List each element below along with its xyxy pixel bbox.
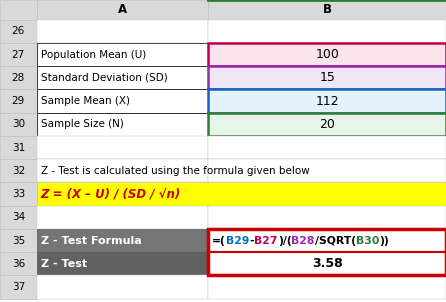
Text: 15: 15 (319, 71, 335, 84)
Bar (37, 252, 208, 275)
Text: -: - (249, 236, 254, 246)
Text: 31: 31 (12, 143, 25, 153)
Text: Z = (X – U) / (SD / √n): Z = (X – U) / (SD / √n) (41, 188, 181, 201)
Bar (208, 113, 446, 136)
Bar (37, 20, 208, 43)
Bar (37, 182, 446, 206)
Text: B29: B29 (226, 236, 249, 246)
Bar (208, 0, 446, 20)
Text: B: B (322, 3, 332, 16)
Text: 34: 34 (12, 212, 25, 222)
Bar (208, 20, 446, 43)
Text: 112: 112 (315, 95, 339, 108)
Bar (0, 136, 37, 159)
Bar (208, 43, 446, 66)
Text: A: A (118, 3, 127, 16)
Bar (0, 159, 37, 182)
Bar (37, 206, 208, 229)
Bar (0, 252, 37, 275)
Bar (37, 136, 208, 159)
Bar (208, 136, 446, 159)
Bar (0, 89, 37, 113)
Text: )): )) (379, 236, 389, 246)
Text: Population Mean (U): Population Mean (U) (41, 50, 146, 59)
Bar (0, 182, 37, 206)
Text: /SQRT(: /SQRT( (315, 236, 356, 246)
Bar (208, 159, 446, 182)
Text: Z - Test Formula: Z - Test Formula (41, 236, 141, 246)
Text: 3.58: 3.58 (312, 257, 343, 270)
Text: 30: 30 (12, 119, 25, 129)
Text: 37: 37 (12, 282, 25, 292)
Bar (0, 113, 37, 136)
Bar (0, 43, 37, 66)
Bar (0, 66, 37, 89)
Bar (208, 275, 446, 299)
Bar (208, 89, 446, 113)
Text: Z - Test is calculated using the formula given below: Z - Test is calculated using the formula… (41, 166, 310, 176)
Text: 20: 20 (319, 118, 335, 131)
Text: )/(: )/( (278, 236, 291, 246)
Bar (37, 159, 208, 182)
Text: 36: 36 (12, 259, 25, 269)
Bar (208, 206, 446, 229)
Text: 33: 33 (12, 189, 25, 199)
Text: =(: =( (212, 236, 226, 246)
Bar (208, 252, 446, 275)
Bar (37, 66, 208, 89)
Text: 100: 100 (315, 48, 339, 61)
Bar (0, 206, 37, 229)
Text: 27: 27 (12, 50, 25, 59)
Bar (37, 275, 208, 299)
Bar (37, 0, 208, 20)
Bar (37, 43, 208, 66)
Text: Sample Mean (X): Sample Mean (X) (41, 96, 130, 106)
Text: 28: 28 (12, 73, 25, 83)
Text: 29: 29 (12, 96, 25, 106)
Text: B27: B27 (254, 236, 278, 246)
Text: 32: 32 (12, 166, 25, 176)
Text: Sample Size (N): Sample Size (N) (41, 119, 124, 129)
Text: 26: 26 (12, 26, 25, 36)
Bar (37, 113, 208, 136)
Text: B28: B28 (291, 236, 315, 246)
Bar (0, 275, 37, 299)
Bar (0, 229, 37, 252)
Bar (37, 89, 208, 113)
Text: Standard Deviation (SD): Standard Deviation (SD) (41, 73, 167, 83)
Text: 35: 35 (12, 236, 25, 246)
Bar (208, 229, 446, 275)
Bar (0, 0, 37, 20)
Bar (0, 20, 37, 43)
Bar (208, 66, 446, 89)
Bar (37, 229, 208, 252)
Text: Z - Test: Z - Test (41, 259, 87, 269)
Bar (208, 229, 446, 252)
Text: B30: B30 (356, 236, 379, 246)
